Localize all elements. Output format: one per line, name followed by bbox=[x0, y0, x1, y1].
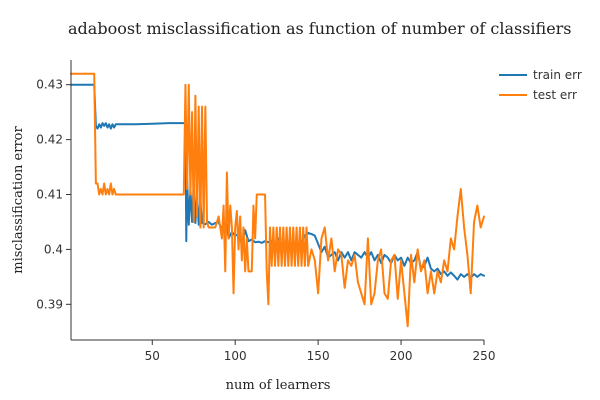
chart-title: adaboost misclassification as function o… bbox=[68, 19, 572, 38]
y-tick-label: 0.39 bbox=[36, 297, 63, 311]
x-axis-title: num of learners bbox=[226, 378, 331, 393]
legend-item[interactable]: test err bbox=[499, 88, 577, 102]
plot-area: 50 100 150 200 250 0.39 0.4 0.41 0.42 0.43 bbox=[36, 60, 495, 363]
y-tick-label: 0.43 bbox=[36, 78, 63, 92]
y-tick-label: 0.4 bbox=[44, 242, 63, 256]
series-line-test-err bbox=[70, 72, 485, 328]
legend-label: train err bbox=[533, 68, 582, 82]
y-axis-title: misclassification error bbox=[11, 126, 26, 274]
y-ticks: 0.39 0.4 0.41 0.42 0.43 bbox=[36, 78, 71, 311]
legend[interactable]: train err test err bbox=[499, 68, 582, 102]
x-tick-label: 100 bbox=[224, 349, 247, 363]
y-tick-label: 0.41 bbox=[36, 188, 63, 202]
x-tick-label: 250 bbox=[473, 349, 496, 363]
legend-label: test err bbox=[533, 88, 577, 102]
x-tick-label: 150 bbox=[307, 349, 330, 363]
x-tick-label: 50 bbox=[145, 349, 160, 363]
x-ticks: 50 100 150 200 250 bbox=[145, 340, 496, 363]
y-tick-label: 0.42 bbox=[36, 133, 63, 147]
legend-item[interactable]: train err bbox=[499, 68, 582, 82]
x-tick-label: 200 bbox=[390, 349, 413, 363]
series-layer bbox=[70, 72, 485, 328]
